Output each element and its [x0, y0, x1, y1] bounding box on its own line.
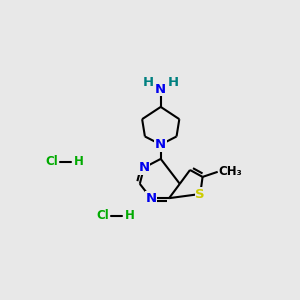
Text: H: H	[74, 155, 83, 168]
Text: S: S	[195, 188, 205, 200]
Text: Cl: Cl	[97, 209, 110, 222]
Text: H: H	[142, 76, 154, 89]
Text: N: N	[155, 138, 166, 151]
Text: N: N	[138, 161, 149, 174]
Text: H: H	[168, 76, 179, 89]
Text: CH₃: CH₃	[219, 165, 243, 178]
Text: H: H	[125, 209, 135, 222]
Text: Cl: Cl	[46, 155, 59, 168]
Text: N: N	[155, 82, 166, 96]
Text: N: N	[146, 192, 157, 205]
